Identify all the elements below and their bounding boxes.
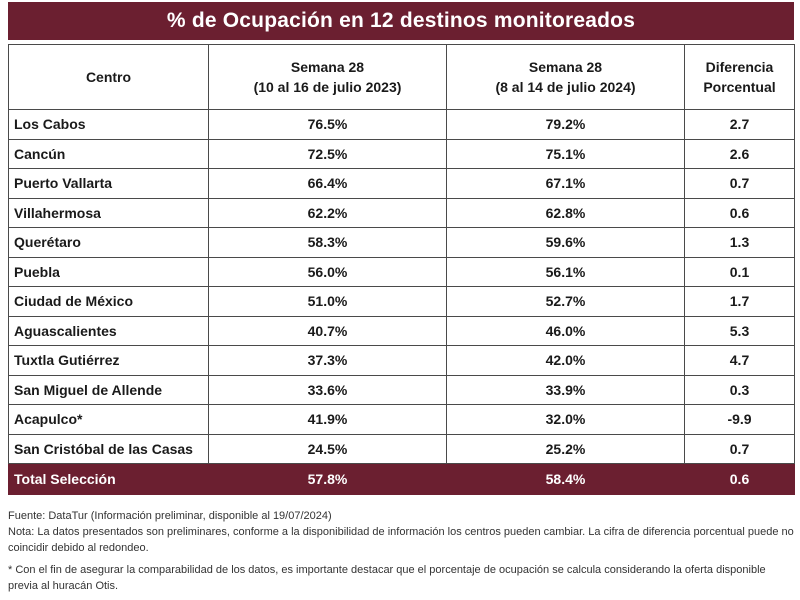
cell-2024: 59.6% bbox=[446, 227, 685, 258]
cell-2024: 32.0% bbox=[446, 404, 685, 435]
cell-centro: Puebla bbox=[8, 256, 209, 287]
table-row: Aguascalientes 40.7% 46.0% 5.3 bbox=[8, 315, 795, 346]
header-centro: Centro bbox=[8, 44, 209, 110]
cell-2024: 62.8% bbox=[446, 197, 685, 228]
cell-2024: 67.1% bbox=[446, 168, 685, 199]
header-week-2024: Semana 28 (8 al 14 de julio 2024) bbox=[446, 44, 685, 110]
cell-2024: 42.0% bbox=[446, 345, 685, 376]
cell-2024: 25.2% bbox=[446, 433, 685, 464]
cell-centro: Villahermosa bbox=[8, 197, 209, 228]
table-row: Acapulco* 41.9% 32.0% -9.9 bbox=[8, 404, 795, 435]
table-row: San Miguel de Allende 33.6% 33.9% 0.3 bbox=[8, 374, 795, 405]
cell-2023: 37.3% bbox=[208, 345, 447, 376]
cell-diff: 2.7 bbox=[684, 109, 795, 140]
table-row: Ciudad de México 51.0% 52.7% 1.7 bbox=[8, 286, 795, 317]
cell-centro: San Cristóbal de las Casas bbox=[8, 433, 209, 464]
cell-centro: Aguascalientes bbox=[8, 315, 209, 346]
table-row: Puebla 56.0% 56.1% 0.1 bbox=[8, 256, 795, 287]
total-2023: 57.8% bbox=[208, 463, 447, 495]
cell-diff: 0.1 bbox=[684, 256, 795, 287]
cell-2023: 76.5% bbox=[208, 109, 447, 140]
header-difference: Diferencia Porcentual bbox=[684, 44, 795, 110]
cell-2023: 56.0% bbox=[208, 256, 447, 287]
cell-2023: 51.0% bbox=[208, 286, 447, 317]
table-row: Villahermosa 62.2% 62.8% 0.6 bbox=[8, 197, 795, 228]
cell-2024: 33.9% bbox=[446, 374, 685, 405]
cell-centro: Ciudad de México bbox=[8, 286, 209, 317]
cell-2023: 40.7% bbox=[208, 315, 447, 346]
table-row: Cancún 72.5% 75.1% 2.6 bbox=[8, 138, 795, 169]
cell-centro: Querétaro bbox=[8, 227, 209, 258]
cell-centro: Puerto Vallarta bbox=[8, 168, 209, 199]
total-row: Total Selección 57.8% 58.4% 0.6 bbox=[8, 463, 795, 495]
cell-2023: 62.2% bbox=[208, 197, 447, 228]
table-row: Querétaro 58.3% 59.6% 1.3 bbox=[8, 227, 795, 258]
cell-diff: 0.7 bbox=[684, 433, 795, 464]
cell-centro: San Miguel de Allende bbox=[8, 374, 209, 405]
cell-diff: 4.7 bbox=[684, 345, 795, 376]
cell-diff: 5.3 bbox=[684, 315, 795, 346]
cell-diff: 1.3 bbox=[684, 227, 795, 258]
notes: Fuente: DataTur (Información preliminar,… bbox=[8, 508, 794, 594]
table-row: Los Cabos 76.5% 79.2% 2.7 bbox=[8, 109, 795, 140]
header-week-2023: Semana 28 (10 al 16 de julio 2023) bbox=[208, 44, 447, 110]
cell-centro: Los Cabos bbox=[8, 109, 209, 140]
occupancy-table: Centro Semana 28 (10 al 16 de julio 2023)… bbox=[8, 44, 795, 495]
table-row: San Cristóbal de las Casas 24.5% 25.2% 0.7 bbox=[8, 433, 795, 464]
total-diff: 0.6 bbox=[684, 463, 795, 495]
table-row: Puerto Vallarta 66.4% 67.1% 0.7 bbox=[8, 168, 795, 199]
cell-diff: 1.7 bbox=[684, 286, 795, 317]
source-note: Fuente: DataTur (Información preliminar,… bbox=[8, 510, 332, 522]
cell-centro: Cancún bbox=[8, 138, 209, 169]
cell-2024: 52.7% bbox=[446, 286, 685, 317]
footnote: * Con el fin de asegurar la comparabilid… bbox=[8, 564, 766, 592]
header-row: Centro Semana 28 (10 al 16 de julio 2023)… bbox=[8, 44, 795, 110]
table-title: % de Ocupación en 12 destinos monitoread… bbox=[8, 2, 794, 40]
total-label: Total Selección bbox=[8, 463, 209, 495]
cell-2023: 41.9% bbox=[208, 404, 447, 435]
cell-diff: 0.3 bbox=[684, 374, 795, 405]
cell-2023: 58.3% bbox=[208, 227, 447, 258]
cell-2024: 46.0% bbox=[446, 315, 685, 346]
cell-2024: 79.2% bbox=[446, 109, 685, 140]
cell-diff: 0.7 bbox=[684, 168, 795, 199]
cell-2024: 75.1% bbox=[446, 138, 685, 169]
total-2024: 58.4% bbox=[446, 463, 685, 495]
cell-2023: 33.6% bbox=[208, 374, 447, 405]
cell-diff: 0.6 bbox=[684, 197, 795, 228]
preliminary-note: Nota: La datos presentados son prelimina… bbox=[8, 526, 794, 554]
cell-2023: 24.5% bbox=[208, 433, 447, 464]
cell-centro: Acapulco* bbox=[8, 404, 209, 435]
cell-2023: 66.4% bbox=[208, 168, 447, 199]
cell-2024: 56.1% bbox=[446, 256, 685, 287]
cell-diff: 2.6 bbox=[684, 138, 795, 169]
cell-diff: -9.9 bbox=[684, 404, 795, 435]
cell-2023: 72.5% bbox=[208, 138, 447, 169]
cell-centro: Tuxtla Gutiérrez bbox=[8, 345, 209, 376]
table-row: Tuxtla Gutiérrez 37.3% 42.0% 4.7 bbox=[8, 345, 795, 376]
